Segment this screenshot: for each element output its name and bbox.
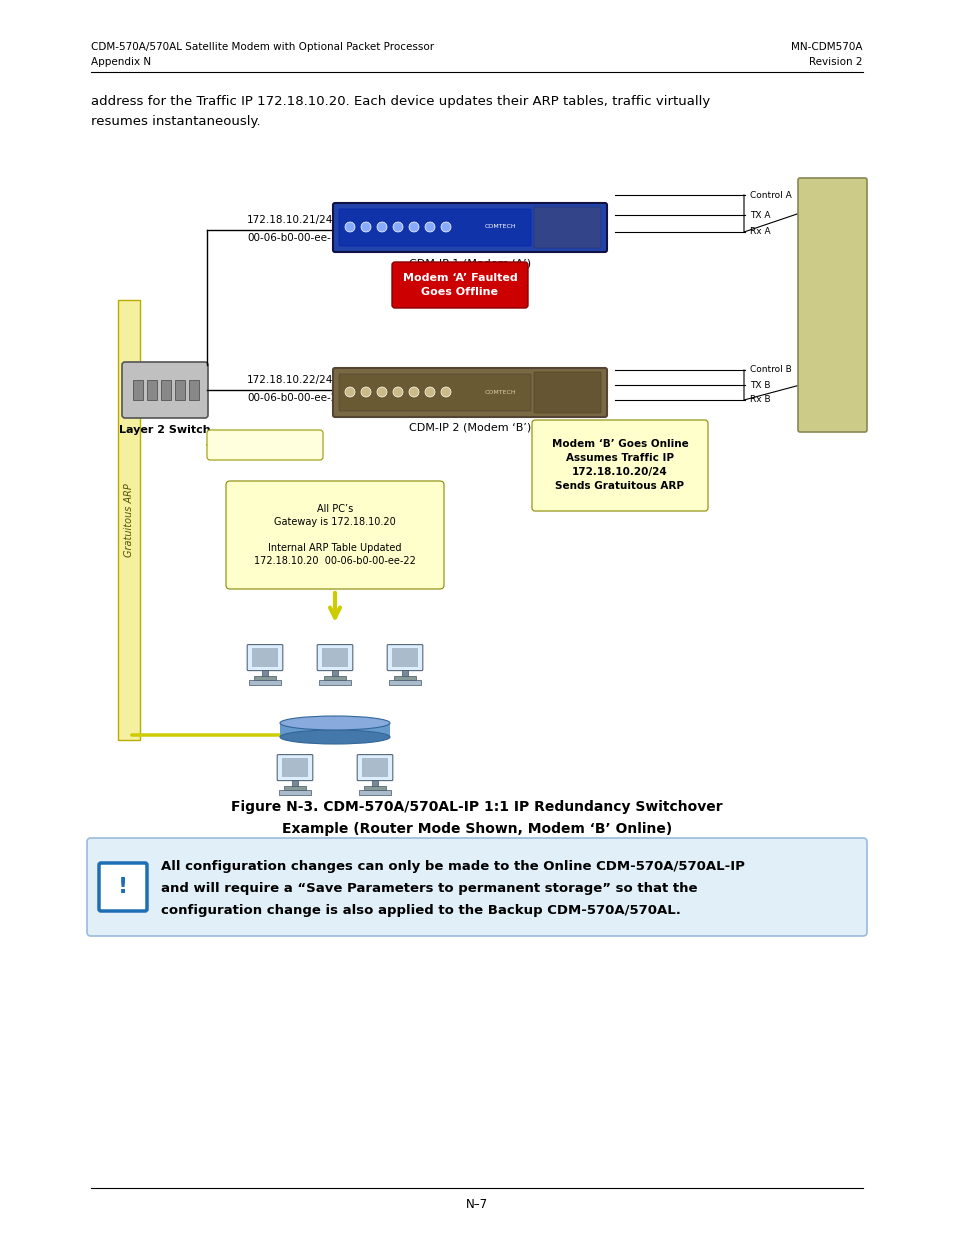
Bar [364,787,385,790]
Bar [147,380,157,400]
FancyBboxPatch shape [207,430,323,459]
Text: Gratuitous ARP: Gratuitous ARP [124,483,133,557]
Text: Layer 2 Switch: Layer 2 Switch [119,425,211,435]
Circle shape [424,222,435,232]
Bar [174,380,185,400]
Bar [284,787,306,790]
Ellipse shape [280,716,390,730]
Bar [372,779,377,787]
Bar [132,380,143,400]
FancyBboxPatch shape [387,645,422,671]
Text: Modem ‘A’ Faulted
Goes Offline: Modem ‘A’ Faulted Goes Offline [402,273,517,296]
Text: 00-06-b0-00-ee-11: 00-06-b0-00-ee-11 [247,233,344,243]
Text: Revision 2: Revision 2 [809,57,862,67]
Text: TX B: TX B [749,380,770,389]
Text: CDM-570A/570AL Satellite Modem with Optional Packet Processor: CDM-570A/570AL Satellite Modem with Opti… [91,42,434,52]
Text: CDM-IP 2 (Modem ‘B’): CDM-IP 2 (Modem ‘B’) [409,424,531,433]
Text: N–7: N–7 [465,1198,488,1212]
FancyBboxPatch shape [226,480,443,589]
FancyBboxPatch shape [356,755,393,781]
Text: Control A: Control A [749,190,791,200]
Text: Example (Router Mode Shown, Modem ‘B’ Online): Example (Router Mode Shown, Modem ‘B’ On… [281,823,672,836]
Text: address for the Traffic IP 172.18.10.20. Each device updates their ARP tables, t: address for the Traffic IP 172.18.10.20.… [91,95,709,107]
Circle shape [409,387,418,396]
Circle shape [393,222,402,232]
Text: COMTECH: COMTECH [484,225,516,230]
FancyBboxPatch shape [797,178,866,432]
Text: TX A: TX A [749,210,770,220]
FancyBboxPatch shape [316,645,353,671]
FancyBboxPatch shape [87,839,866,936]
FancyBboxPatch shape [99,863,147,911]
FancyBboxPatch shape [532,420,707,511]
Text: Rx B: Rx B [749,395,770,405]
Text: configuration change is also applied to the Backup CDM-570A/570AL.: configuration change is also applied to … [161,904,680,918]
Bar [321,648,348,667]
Text: 172.18.10.21/24: 172.18.10.21/24 [247,215,333,225]
Text: Rx A: Rx A [749,227,770,236]
FancyBboxPatch shape [122,362,208,417]
Text: All configuration changes can only be made to the Online CDM-570A/570AL-IP: All configuration changes can only be ma… [161,860,744,873]
Text: Appendix N: Appendix N [91,57,151,67]
FancyBboxPatch shape [534,372,600,412]
Bar [319,680,351,685]
Circle shape [376,387,387,396]
Bar [249,680,280,685]
Bar [392,648,417,667]
Circle shape [345,222,355,232]
Bar [324,677,345,680]
Text: 00-06-b0-00-ee-22: 00-06-b0-00-ee-22 [247,393,344,403]
Text: and will require a “Save Parameters to permanent storage” so that the: and will require a “Save Parameters to p… [161,882,697,895]
Text: !: ! [118,877,128,897]
FancyBboxPatch shape [392,262,527,308]
FancyBboxPatch shape [333,368,606,417]
FancyBboxPatch shape [277,755,313,781]
Circle shape [409,222,418,232]
FancyBboxPatch shape [534,207,600,248]
Bar [292,779,297,787]
Text: Gratuitous ARP: Gratuitous ARP [226,440,304,450]
Text: MN-CDM570A: MN-CDM570A [791,42,862,52]
FancyBboxPatch shape [247,645,282,671]
Bar [359,790,390,795]
FancyBboxPatch shape [333,203,606,252]
Text: resumes instantaneously.: resumes instantaneously. [91,115,260,128]
Circle shape [424,387,435,396]
Bar [389,680,420,685]
Bar [281,758,308,777]
Text: COMTECH: COMTECH [484,389,516,394]
Circle shape [345,387,355,396]
Text: Modem ‘B’ Goes Online
Assumes Traffic IP
172.18.10.20/24
Sends Gratuitous ARP: Modem ‘B’ Goes Online Assumes Traffic IP… [551,438,688,492]
Text: CDM-IP 1 (Modem ‘A’): CDM-IP 1 (Modem ‘A’) [409,258,531,268]
Bar [252,648,278,667]
Text: All PC’s
Gateway is 172.18.10.20

Internal ARP Table Updated
172.18.10.20  00-06: All PC’s Gateway is 172.18.10.20 Interna… [253,504,416,567]
Circle shape [360,387,371,396]
Bar [118,300,140,740]
Bar [402,669,408,677]
Circle shape [360,222,371,232]
FancyBboxPatch shape [338,209,531,246]
Text: Figure N-3. CDM-570A/570AL-IP 1:1 IP Redundancy Switchover: Figure N-3. CDM-570A/570AL-IP 1:1 IP Red… [231,800,722,814]
Circle shape [393,387,402,396]
Circle shape [440,222,451,232]
Circle shape [376,222,387,232]
Bar [361,758,388,777]
Bar [280,722,390,737]
Bar [279,790,311,795]
FancyBboxPatch shape [338,374,531,411]
Bar [332,669,337,677]
Text: Control B: Control B [749,366,791,374]
Bar [253,677,275,680]
Bar [394,677,416,680]
Text: 172.18.10.22/24: 172.18.10.22/24 [247,375,333,385]
Bar [262,669,268,677]
Ellipse shape [280,730,390,743]
Bar [161,380,171,400]
Bar [189,380,199,400]
Circle shape [440,387,451,396]
